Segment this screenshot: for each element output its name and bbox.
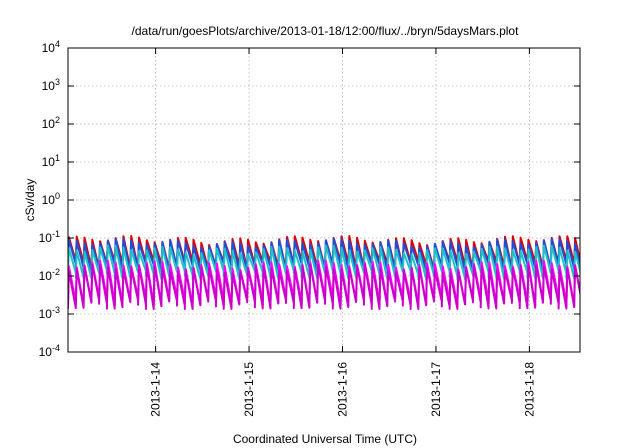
y-tick-label: 103 [42,77,60,93]
x-tick-label: 2013-1-18 [522,362,536,417]
plot-series-group [68,234,580,310]
y-tick-label: 104 [42,39,60,55]
x-axis-label: Coordinated Universal Time (UTC) [233,432,417,446]
x-tick-label: 2013-1-17 [429,362,443,417]
y-axis-ticks: 10-4 10-3 10-2 10-1 100 101 102 103 104 [39,39,580,359]
y-tick-label: 100 [42,191,60,207]
grid-lines [68,48,580,352]
y-tick-label: 10-1 [39,229,60,245]
x-tick-label: 2013-1-15 [242,362,256,417]
y-axis-label: cSv/day [23,179,37,222]
x-tick-label: 2013-1-14 [149,362,163,417]
chart-title: /data/run/goesPlots/archive/2013-01-18/1… [132,24,520,38]
y-tick-label: 101 [42,153,60,169]
y-tick-label: 10-2 [39,267,60,283]
y-tick-label: 10-4 [39,343,60,359]
y-tick-label: 102 [42,115,60,131]
x-tick-label: 2013-1-16 [335,362,349,417]
series-line [68,263,580,310]
y-tick-label: 10-3 [39,305,60,321]
x-axis-ticks: 2013-1-14 2013-1-15 2013-1-16 2013-1-17 2013… [149,48,536,417]
